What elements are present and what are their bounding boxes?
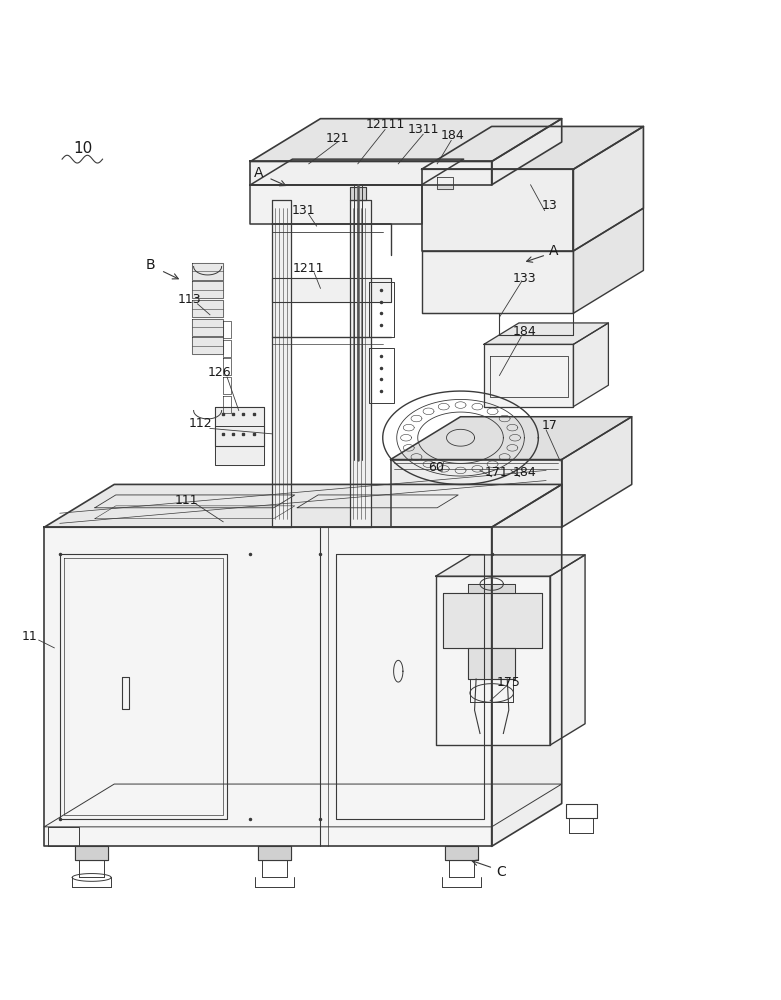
Polygon shape [484, 344, 573, 407]
Polygon shape [562, 417, 632, 527]
Text: 112: 112 [189, 417, 212, 430]
Polygon shape [445, 846, 478, 860]
Text: 171: 171 [484, 466, 508, 479]
Polygon shape [436, 576, 550, 745]
Text: 60: 60 [428, 461, 444, 474]
Polygon shape [192, 319, 223, 336]
Polygon shape [437, 177, 453, 189]
Polygon shape [251, 119, 562, 161]
Polygon shape [390, 417, 632, 460]
Polygon shape [436, 555, 585, 576]
Polygon shape [469, 584, 515, 593]
Text: B: B [146, 258, 155, 272]
Polygon shape [573, 323, 608, 407]
Text: 113: 113 [178, 293, 201, 306]
Text: 184: 184 [441, 129, 465, 142]
Text: 13: 13 [542, 199, 558, 212]
Text: A: A [549, 244, 558, 258]
Polygon shape [273, 278, 390, 302]
Polygon shape [492, 119, 562, 185]
Text: 131: 131 [291, 204, 316, 217]
Polygon shape [192, 281, 223, 298]
Polygon shape [573, 208, 644, 313]
Polygon shape [216, 426, 265, 465]
Polygon shape [251, 185, 422, 224]
Polygon shape [45, 484, 562, 527]
Text: 10: 10 [73, 141, 93, 156]
Polygon shape [192, 300, 223, 317]
Text: 1211: 1211 [293, 262, 325, 275]
Polygon shape [469, 648, 515, 679]
Polygon shape [484, 323, 608, 344]
Polygon shape [573, 126, 644, 251]
Polygon shape [251, 159, 464, 185]
Polygon shape [422, 251, 573, 313]
Polygon shape [251, 161, 492, 185]
Polygon shape [350, 187, 366, 200]
Polygon shape [422, 126, 644, 169]
Text: C: C [496, 865, 506, 879]
Polygon shape [273, 200, 291, 527]
Polygon shape [444, 593, 542, 648]
Polygon shape [492, 484, 562, 846]
Text: 133: 133 [512, 272, 537, 285]
Text: 184: 184 [512, 325, 537, 338]
Text: 121: 121 [326, 132, 349, 145]
Polygon shape [216, 407, 265, 446]
Polygon shape [422, 169, 573, 251]
Text: 1311: 1311 [408, 123, 439, 136]
Text: 11: 11 [22, 630, 37, 643]
Text: 126: 126 [208, 366, 231, 379]
Polygon shape [45, 527, 492, 846]
Text: 184: 184 [512, 466, 537, 479]
Text: 175: 175 [497, 676, 521, 689]
Polygon shape [259, 846, 291, 860]
Text: 111: 111 [175, 493, 198, 506]
Polygon shape [192, 337, 223, 354]
Polygon shape [550, 555, 585, 745]
Text: A: A [254, 166, 263, 180]
Polygon shape [75, 846, 108, 860]
Polygon shape [350, 200, 371, 527]
Text: 12111: 12111 [366, 118, 405, 131]
Polygon shape [390, 460, 562, 527]
Polygon shape [192, 263, 223, 280]
Text: 17: 17 [542, 419, 558, 432]
